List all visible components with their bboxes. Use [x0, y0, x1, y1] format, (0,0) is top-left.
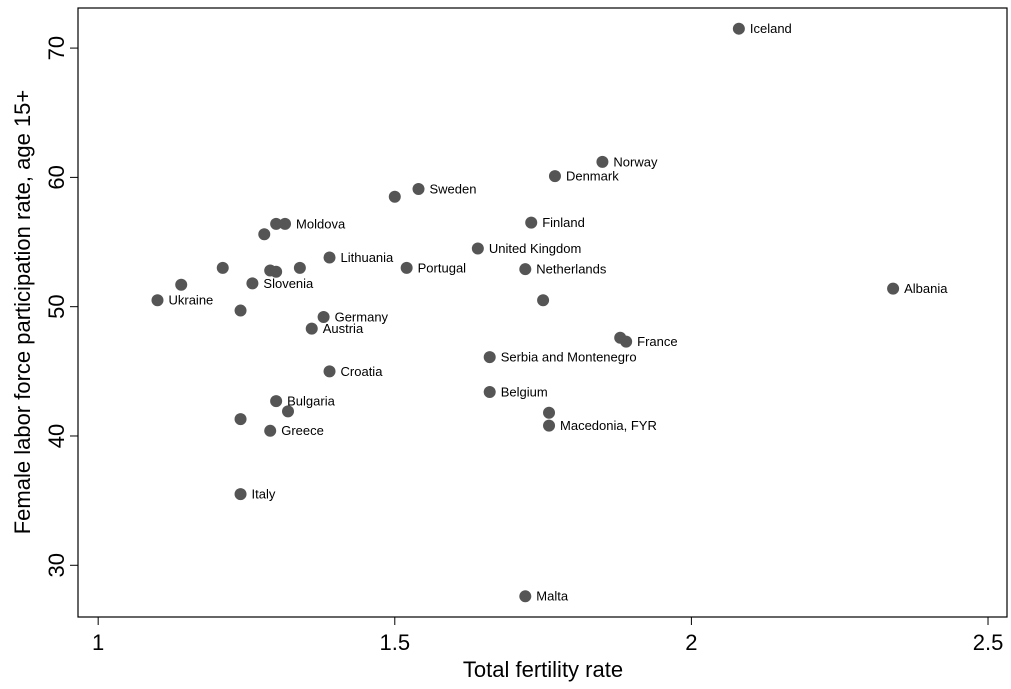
point-label: Greece	[281, 423, 324, 438]
point-label: Macedonia, FYR	[560, 418, 657, 433]
y-tick-label: 40	[44, 424, 69, 448]
point-label: Netherlands	[536, 262, 607, 277]
point	[234, 488, 247, 501]
point	[216, 261, 229, 274]
point	[293, 261, 306, 274]
point	[270, 265, 283, 278]
point	[412, 183, 425, 196]
point	[279, 217, 292, 230]
point	[282, 405, 295, 418]
point	[270, 217, 283, 230]
x-tick-label: 2	[685, 630, 697, 655]
point	[519, 263, 532, 276]
point	[543, 406, 556, 419]
point-label: Italy	[252, 487, 276, 502]
point-label: Iceland	[750, 21, 792, 36]
point	[151, 294, 164, 307]
point	[323, 365, 336, 378]
point-label: Denmark	[566, 169, 619, 184]
x-tick-label: 1.5	[379, 630, 410, 655]
point	[732, 22, 745, 35]
y-tick-label: 50	[44, 294, 69, 318]
point-label: Finland	[542, 215, 585, 230]
point	[175, 278, 188, 291]
point	[400, 261, 413, 274]
point-label: Belgium	[501, 384, 548, 399]
point-label: Germany	[335, 309, 389, 324]
point	[234, 304, 247, 317]
point-label: Croatia	[341, 364, 384, 379]
point	[548, 170, 561, 183]
x-axis-title: Total fertility rate	[463, 657, 623, 682]
point-label: Serbia and Montenegro	[501, 350, 637, 365]
point	[519, 590, 532, 603]
point	[388, 190, 401, 203]
point	[317, 311, 330, 324]
point-label: United Kingdom	[489, 241, 581, 256]
point	[246, 277, 259, 290]
point	[483, 351, 496, 364]
y-tick-label: 60	[44, 165, 69, 189]
y-tick-label: 30	[44, 553, 69, 577]
y-axis-title: Female labor force participation rate, a…	[10, 90, 35, 535]
point	[525, 216, 538, 229]
point-label: Portugal	[418, 260, 467, 275]
point-label: Sweden	[430, 181, 477, 196]
point-label: Albania	[904, 281, 948, 296]
point-label: Norway	[613, 154, 658, 169]
point-label: Moldova	[296, 216, 346, 231]
point	[258, 228, 271, 241]
x-tick-label: 1	[92, 630, 104, 655]
point-label: Lithuania	[341, 250, 395, 265]
point	[234, 413, 247, 426]
point	[264, 424, 277, 437]
point-label: Austria	[323, 321, 364, 336]
point	[620, 335, 633, 348]
plot-frame	[77, 7, 1008, 618]
x-tick-label: 2.5	[973, 630, 1004, 655]
point	[887, 282, 900, 295]
point	[596, 155, 609, 168]
y-tick-label: 70	[44, 36, 69, 60]
point-label: Bulgaria	[287, 394, 335, 409]
point-label: Malta	[536, 589, 569, 604]
point-label: France	[637, 334, 677, 349]
point	[543, 419, 556, 432]
point	[471, 242, 484, 255]
point	[270, 395, 283, 408]
point	[323, 251, 336, 264]
point-label: Ukraine	[168, 293, 213, 308]
point	[537, 294, 550, 307]
point	[305, 322, 318, 335]
point-label: Slovenia	[263, 276, 314, 291]
point	[483, 386, 496, 399]
